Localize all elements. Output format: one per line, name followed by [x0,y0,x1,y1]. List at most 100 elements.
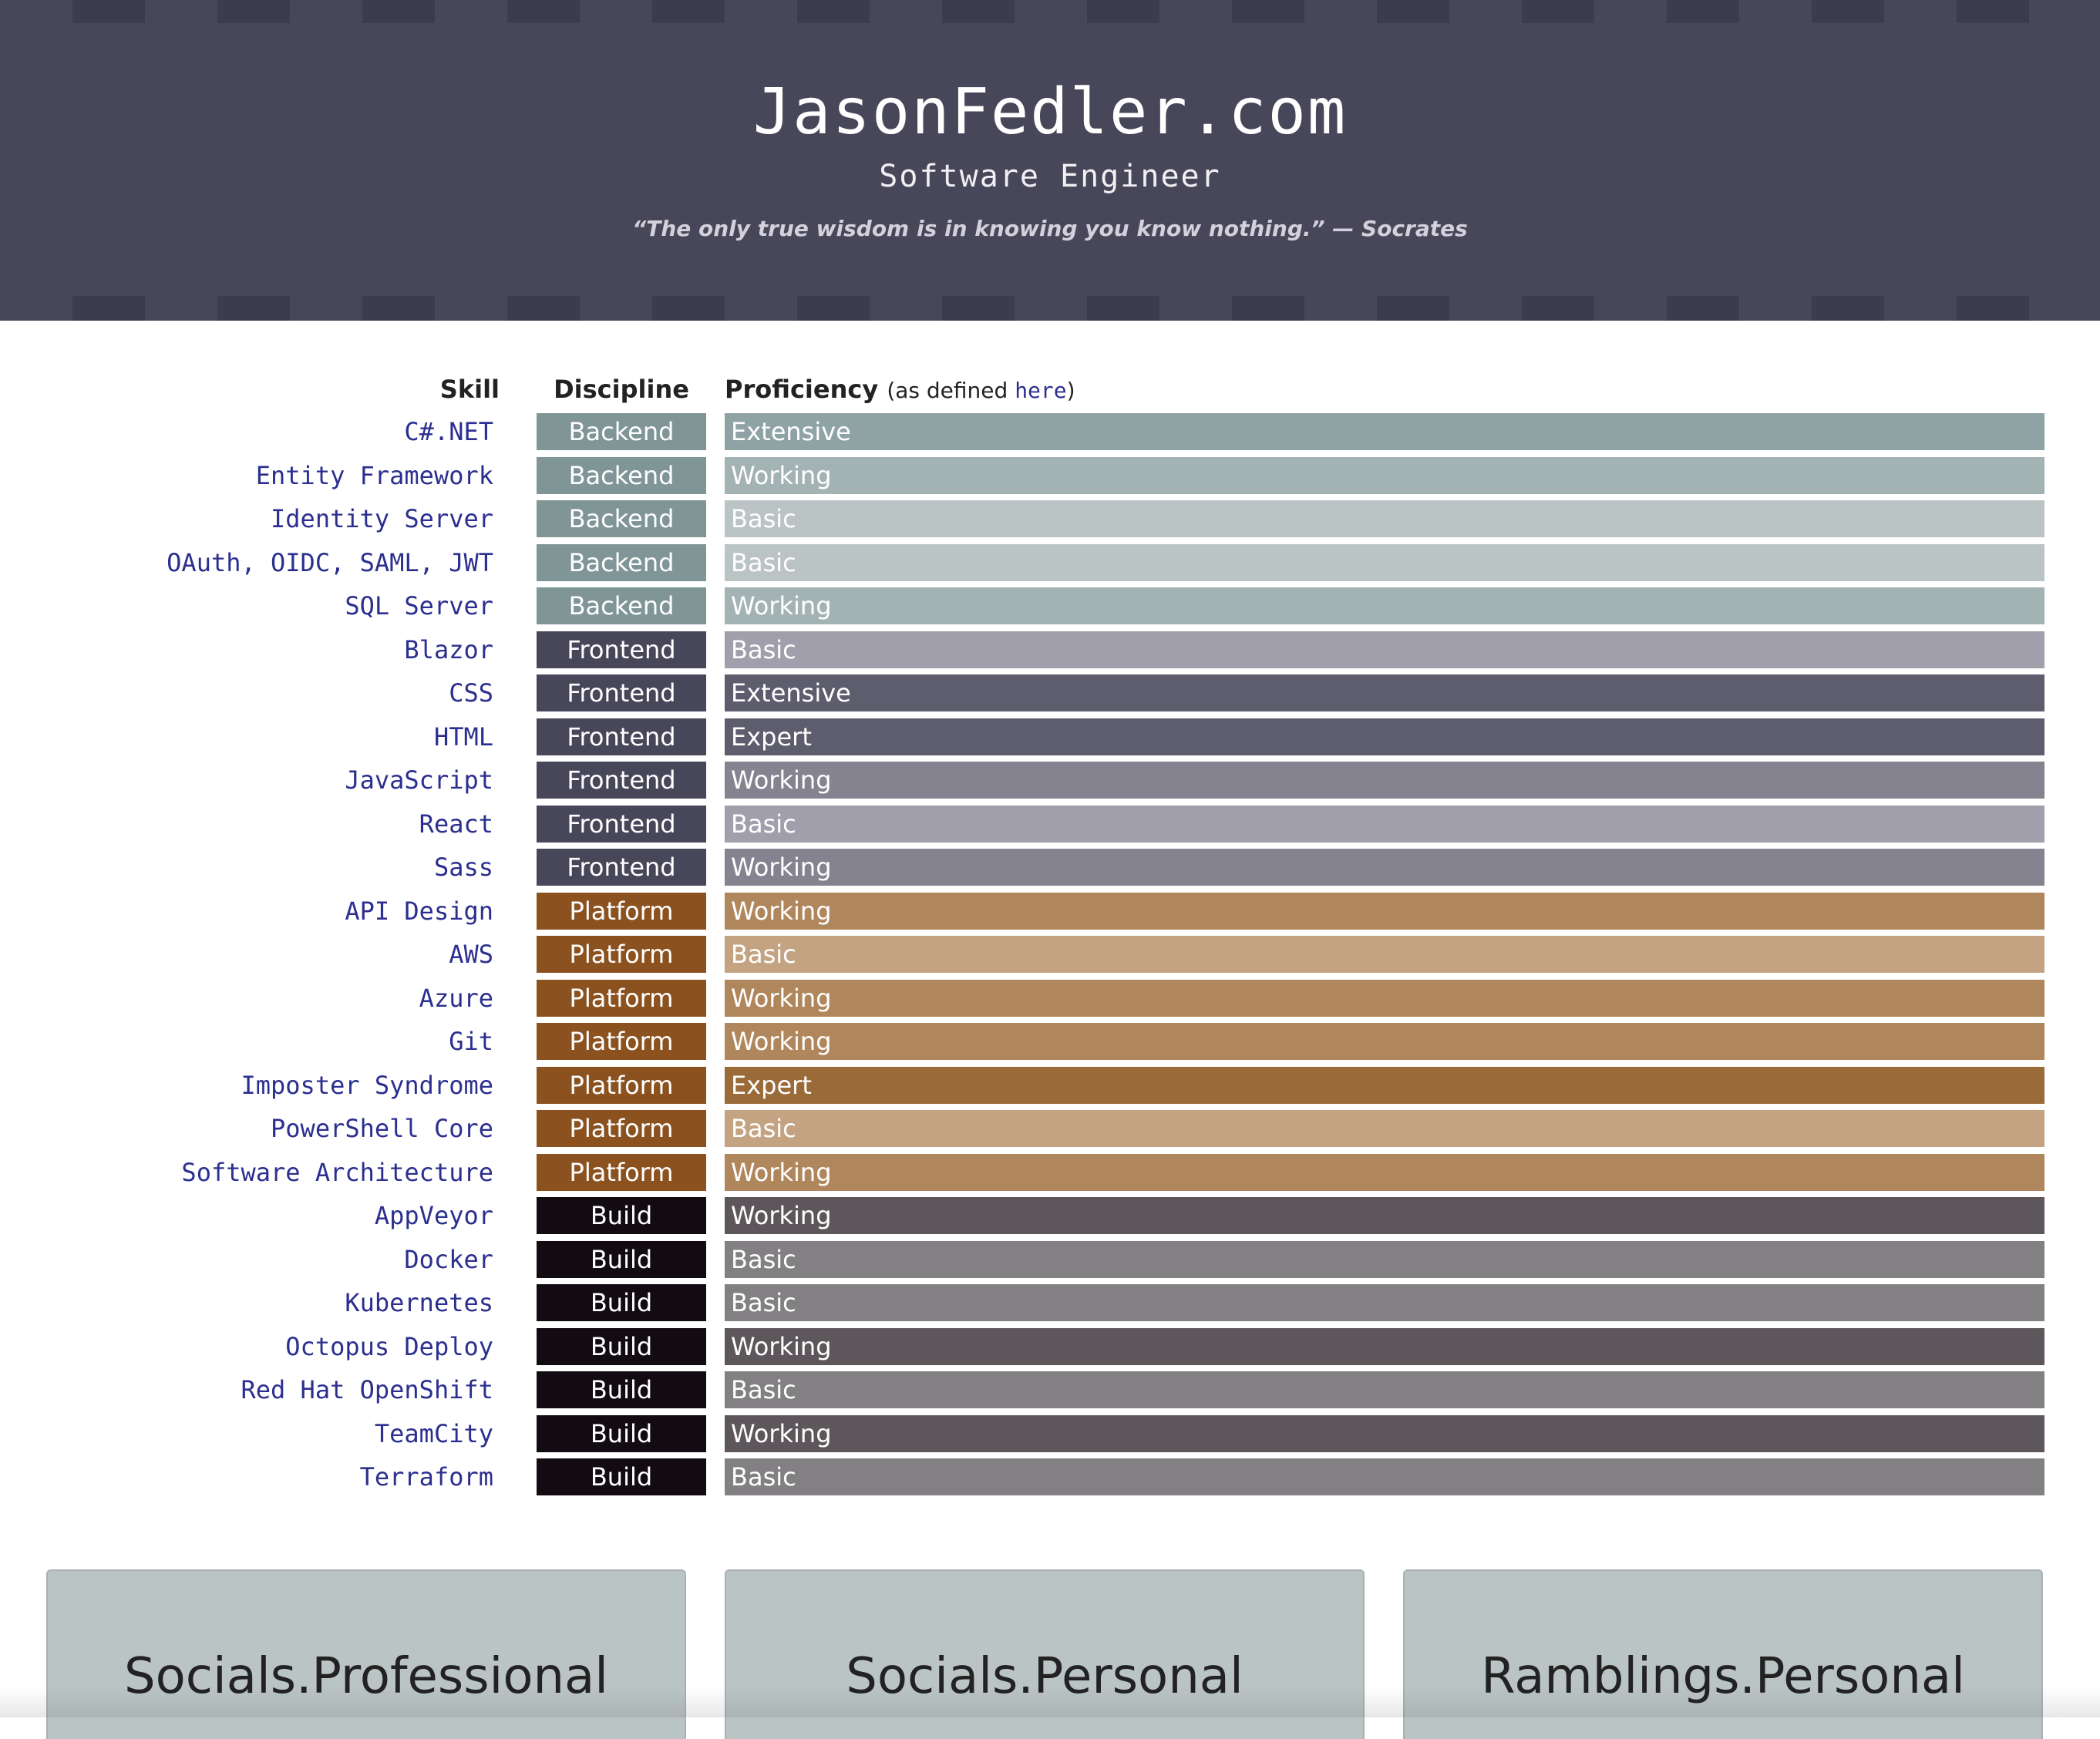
table-row: C#.NET Backend Extensive [0,412,2100,456]
table-row: SQL Server Backend Working [0,586,2100,630]
proficiency-bar: Working [725,1153,2044,1191]
skill-name-link[interactable]: TeamCity [374,1418,493,1448]
discipline-badge: Platform [537,936,706,973]
skill-name-link[interactable]: PowerShell Core [271,1114,493,1143]
skill-name-link[interactable]: Git [449,1027,493,1056]
proficiency-bar: Working [725,892,2044,930]
discipline-badge: Platform [537,1153,706,1191]
table-row: Entity Framework Backend Working [0,456,2100,500]
skill-name-link[interactable]: OAuth, OIDC, SAML, JWT [167,547,493,577]
skill-name-link[interactable]: SQL Server [345,591,493,621]
card-label: Ramblings.Personal [1481,1648,1965,1705]
discipline-badge: Build [537,1284,706,1321]
table-row: Kubernetes Build Basic [0,1283,2100,1327]
column-header-proficiency: Proficiency (as defined here) [725,368,1419,410]
skill-name-link[interactable]: Octopus Deploy [285,1331,493,1361]
skill-name-link[interactable]: Docker [404,1244,493,1274]
proficiency-bar: Basic [725,1284,2044,1321]
discipline-badge: Backend [537,587,706,624]
table-row: API Design Platform Working [0,891,2100,935]
proficiency-bar: Basic [725,631,2044,668]
table-row: Software Architecture Platform Working [0,1152,2100,1196]
card-socials-professional[interactable]: Socials.Professional [46,1569,686,1739]
proficiency-bar: Working [725,979,2044,1017]
skill-name-link[interactable]: CSS [449,678,493,708]
proficiency-bar: Working [725,1023,2044,1060]
proficiency-bar: Basic [725,805,2044,843]
skill-name-link[interactable]: Red Hat OpenShift [241,1375,493,1404]
proficiency-note-prefix: (as defined [887,378,1015,403]
table-row: HTML Frontend Expert [0,717,2100,761]
proficiency-bar: Working [725,1197,2044,1234]
discipline-badge: Build [537,1371,706,1408]
skill-name-link[interactable]: JavaScript [345,765,493,795]
proficiency-bar: Basic [725,936,2044,973]
discipline-badge: Backend [537,413,706,450]
discipline-badge: Frontend [537,805,706,843]
table-row: Red Hat OpenShift Build Basic [0,1370,2100,1414]
skill-name-link[interactable]: AppVeyor [374,1201,493,1230]
column-header-proficiency-label: Proficiency [725,375,879,404]
proficiency-bar: Basic [725,1371,2044,1408]
proficiency-bar: Working [725,1414,2044,1452]
discipline-badge: Frontend [537,762,706,799]
skill-name-link[interactable]: Identity Server [271,504,493,533]
proficiency-bar: Extensive [725,674,2044,711]
card-label: Socials.Personal [846,1648,1244,1705]
table-row: Sass Frontend Working [0,847,2100,891]
card-socials-personal[interactable]: Socials.Personal [725,1569,1365,1739]
table-row: CSS Frontend Extensive [0,673,2100,717]
proficiency-bar: Working [725,762,2044,799]
skill-name-link[interactable]: HTML [433,722,493,752]
table-row: JavaScript Frontend Working [0,760,2100,804]
discipline-badge: Platform [537,979,706,1017]
proficiency-bar: Basic [725,1110,2044,1147]
proficiency-bar: Expert [725,718,2044,755]
skill-name-link[interactable]: C#.NET [404,417,493,446]
discipline-badge: Platform [537,892,706,930]
skill-name-link[interactable]: Imposter Syndrome [241,1070,493,1100]
site-title: JasonFedler.com [752,76,1348,149]
discipline-badge: Build [537,1327,706,1365]
proficiency-bar: Working [725,849,2044,886]
table-row: Identity Server Backend Basic [0,499,2100,543]
proficiency-bar: Basic [725,500,2044,537]
discipline-badge: Frontend [537,674,706,711]
column-header-discipline: Discipline [554,375,689,404]
skill-name-link[interactable]: Azure [419,983,493,1013]
discipline-badge: Frontend [537,631,706,668]
proficiency-bar: Basic [725,1240,2044,1278]
skill-name-link[interactable]: Kubernetes [345,1288,493,1317]
discipline-badge: Platform [537,1023,706,1060]
proficiency-definition-link[interactable]: here [1015,378,1067,403]
proficiency-bar: Basic [725,543,2044,581]
discipline-badge: Frontend [537,849,706,886]
skill-name-link[interactable]: Sass [433,853,493,882]
skill-name-link[interactable]: AWS [449,940,493,969]
skills-rows: C#.NET Backend Extensive Entity Framework Ba… [0,412,2100,1501]
discipline-badge: Build [537,1458,706,1495]
header-bottom-border [0,296,2100,321]
proficiency-bar: Expert [725,1066,2044,1104]
skill-name-link[interactable]: Entity Framework [255,460,493,490]
skill-name-link[interactable]: Terraform [359,1462,493,1492]
skill-name-link[interactable]: React [419,809,493,839]
table-row: Terraform Build Basic [0,1457,2100,1501]
card-ramblings-personal[interactable]: Ramblings.Personal [1403,1569,2043,1739]
skill-name-link[interactable]: API Design [345,896,493,926]
skill-name-link[interactable]: Software Architecture [181,1157,493,1187]
discipline-badge: Build [537,1240,706,1278]
table-row: TeamCity Build Working [0,1414,2100,1458]
discipline-badge: Platform [537,1110,706,1147]
table-row: AWS Platform Basic [0,934,2100,978]
table-row: PowerShell Core Platform Basic [0,1108,2100,1152]
skill-name-link[interactable]: Blazor [404,634,493,664]
table-row: Git Platform Working [0,1021,2100,1065]
discipline-badge: Platform [537,1066,706,1104]
proficiency-bar: Working [725,587,2044,624]
table-row: Imposter Syndrome Platform Expert [0,1065,2100,1109]
discipline-badge: Backend [537,456,706,494]
site-quote: “The only true wisdom is in knowing you … [632,216,1468,241]
site-header: JasonFedler.com Software Engineer “The o… [0,0,2100,321]
table-row: React Frontend Basic [0,804,2100,848]
